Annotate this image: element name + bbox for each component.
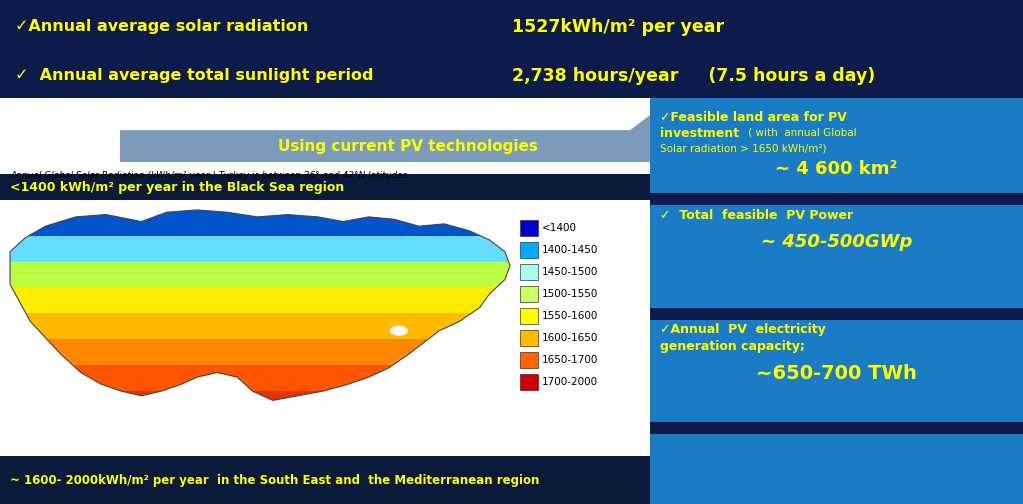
Text: 1550-1600: 1550-1600 bbox=[542, 311, 598, 321]
Bar bbox=[520, 242, 538, 258]
Text: ~650-700 TWh: ~650-700 TWh bbox=[756, 364, 917, 384]
Polygon shape bbox=[0, 287, 515, 313]
Polygon shape bbox=[0, 236, 515, 262]
Text: 1450-1500: 1450-1500 bbox=[542, 267, 598, 277]
Bar bbox=[520, 264, 538, 280]
Text: generation capacity;: generation capacity; bbox=[660, 340, 805, 352]
Text: 2,738 hours/year     (7.5 hours a day): 2,738 hours/year (7.5 hours a day) bbox=[512, 67, 875, 85]
Polygon shape bbox=[120, 130, 685, 162]
Text: Annual Global Solar Radiation (kWh/m²-year ) Turkey is between 36° and 42°N lati: Annual Global Solar Radiation (kWh/m²-ye… bbox=[10, 170, 407, 179]
Bar bbox=[520, 374, 538, 390]
Text: 1700-2000: 1700-2000 bbox=[542, 377, 598, 387]
Bar bbox=[520, 330, 538, 346]
Text: ( with  annual Global: ( with annual Global bbox=[745, 127, 856, 137]
Ellipse shape bbox=[390, 326, 408, 336]
Bar bbox=[0, 200, 650, 454]
Polygon shape bbox=[0, 339, 515, 365]
Text: ✓  Total  feasible  PV Power: ✓ Total feasible PV Power bbox=[660, 209, 853, 222]
Text: ~ 1600- 2000kWh/m² per year  in the South East and  the Mediterranean region: ~ 1600- 2000kWh/m² per year in the South… bbox=[10, 474, 539, 486]
Bar bbox=[650, 98, 1023, 504]
Polygon shape bbox=[630, 115, 650, 145]
Text: ~ 450-500GWp: ~ 450-500GWp bbox=[761, 233, 913, 251]
Text: ✓Annual  PV  electricity: ✓Annual PV electricity bbox=[660, 323, 826, 336]
Polygon shape bbox=[0, 210, 515, 236]
Text: 1527kWh/m² per year: 1527kWh/m² per year bbox=[512, 18, 723, 36]
Text: <1400: <1400 bbox=[542, 223, 577, 233]
Text: 1600-1650: 1600-1650 bbox=[542, 333, 598, 343]
Text: 1400-1450: 1400-1450 bbox=[542, 245, 598, 256]
Bar bbox=[520, 286, 538, 302]
Text: ~ 4 600 km²: ~ 4 600 km² bbox=[775, 160, 898, 178]
Bar bbox=[0, 174, 650, 200]
Text: ✓  Annual average total sunlight period: ✓ Annual average total sunlight period bbox=[15, 68, 373, 83]
Polygon shape bbox=[0, 416, 515, 442]
Bar bbox=[650, 422, 1023, 434]
Bar bbox=[520, 308, 538, 324]
Bar bbox=[650, 307, 1023, 320]
Text: Solar radiation > 1650 kWh/m²): Solar radiation > 1650 kWh/m²) bbox=[660, 143, 827, 153]
Polygon shape bbox=[0, 262, 515, 287]
Bar bbox=[0, 456, 650, 504]
Polygon shape bbox=[0, 365, 515, 391]
Text: ✓Annual average solar radiation: ✓Annual average solar radiation bbox=[15, 19, 309, 34]
Polygon shape bbox=[0, 391, 515, 416]
Text: Using current PV technologies: Using current PV technologies bbox=[277, 139, 537, 154]
Text: ✓Feasible land area for PV: ✓Feasible land area for PV bbox=[660, 111, 847, 124]
Text: 1500-1550: 1500-1550 bbox=[542, 289, 598, 299]
Text: <1400 kWh/m² per year in the Black Sea region: <1400 kWh/m² per year in the Black Sea r… bbox=[10, 180, 345, 194]
Bar bbox=[520, 220, 538, 236]
Text: investment: investment bbox=[660, 127, 740, 140]
Polygon shape bbox=[0, 313, 515, 339]
Text: 1650-1700: 1650-1700 bbox=[542, 355, 598, 365]
Bar bbox=[650, 193, 1023, 205]
Bar bbox=[520, 352, 538, 368]
